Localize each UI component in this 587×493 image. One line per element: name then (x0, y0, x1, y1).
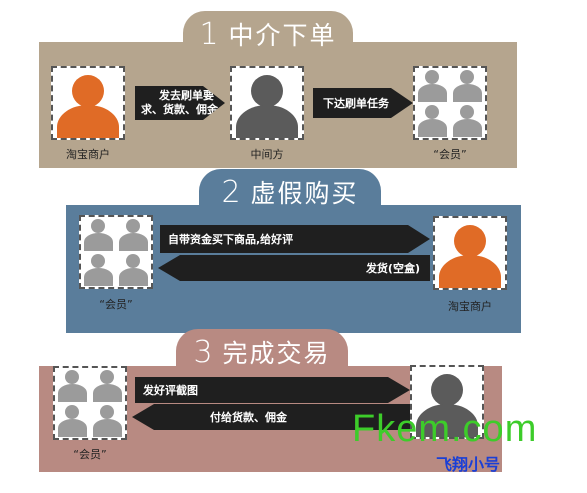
step1-tab: 1 中介下单 (183, 11, 353, 57)
members-group-icon (415, 68, 485, 138)
step2-arrow-buy-label: 自带资金买下商品,给好评 (168, 233, 294, 246)
merchant-icon (53, 68, 123, 138)
members-group-icon (81, 217, 151, 287)
step2-merchant-frame (433, 216, 507, 290)
step3-arrow-screenshot: 发好评截图 (135, 377, 410, 403)
step2-arrow-ship: 发货(空盒) (158, 255, 430, 281)
step1-merchant-frame (51, 66, 125, 140)
agent-icon (232, 68, 302, 138)
step3-arrow-payment-label: 付给货款、佣金 (210, 411, 287, 424)
step3-members-label: “会员” (73, 448, 107, 461)
step1-arrow-request: 发去刷单要 求、货款、佣金 (135, 86, 225, 120)
step3-title: 完成交易 (222, 339, 331, 368)
step3-arrow-screenshot-label: 发好评截图 (143, 384, 198, 397)
step3-number: 3 (193, 334, 213, 370)
step1-arrow-task-label: 下达刷单任务 (323, 97, 389, 110)
step2-arrow-ship-label: 发货(空盒) (365, 262, 420, 275)
step1-arrow-request-line2: 求、货款、佣金 (141, 103, 218, 116)
step2-merchant-label: 淘宝商户 (448, 300, 492, 313)
step1-members-frame (413, 66, 487, 140)
members-group-icon (55, 368, 125, 438)
agent-icon (412, 367, 482, 437)
step2-members-frame (79, 215, 153, 289)
step1-arrow-request-line1: 发去刷单要 (159, 89, 214, 102)
step3-agent-frame (410, 365, 484, 439)
step1-agent-label: 中间方 (250, 148, 284, 161)
step1-agent-frame (230, 66, 304, 140)
step1-number: 1 (199, 16, 219, 52)
step1-merchant-label: 淘宝商户 (66, 148, 110, 161)
watermark-site: Fkem.com (352, 408, 538, 450)
step2-title: 虚假购买 (250, 179, 359, 208)
merchant-icon (435, 218, 505, 288)
step2-arrow-buy: 自带资金买下商品,给好评 (160, 225, 430, 253)
step2-tab: 2 虚假购买 (199, 169, 381, 215)
step1-members-label: “会员” (433, 148, 467, 161)
step3-members-frame (53, 366, 127, 440)
step3-arrow-payment: 付给货款、佣金 (132, 404, 410, 430)
step1-title: 中介下单 (228, 21, 337, 50)
step3-tab: 3 完成交易 (176, 329, 348, 375)
step2-number: 2 (221, 174, 241, 210)
step2-members-label: “会员” (99, 298, 133, 311)
step1-arrow-task: 下达刷单任务 (313, 88, 413, 118)
watermark-name: 飞翔小号 (436, 455, 501, 474)
